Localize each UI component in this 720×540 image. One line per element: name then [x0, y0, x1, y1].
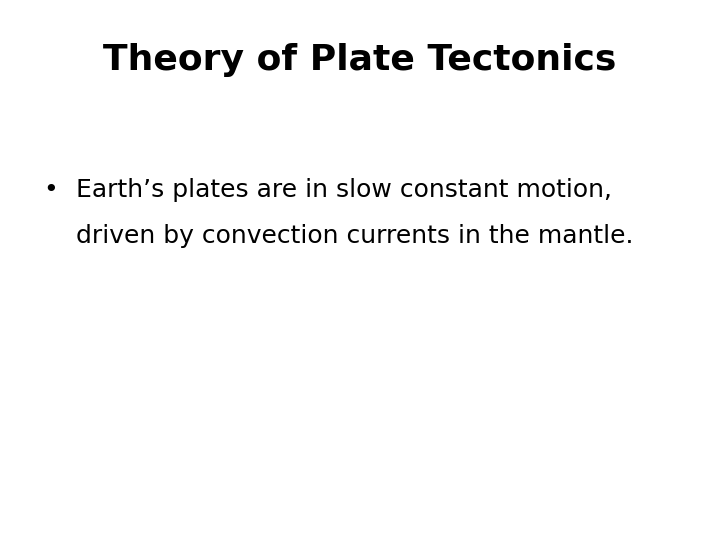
Text: Theory of Plate Tectonics: Theory of Plate Tectonics: [103, 43, 617, 77]
Text: •: •: [43, 178, 58, 202]
Text: driven by convection currents in the mantle.: driven by convection currents in the man…: [76, 224, 633, 248]
Text: Earth’s plates are in slow constant motion,: Earth’s plates are in slow constant moti…: [76, 178, 611, 202]
